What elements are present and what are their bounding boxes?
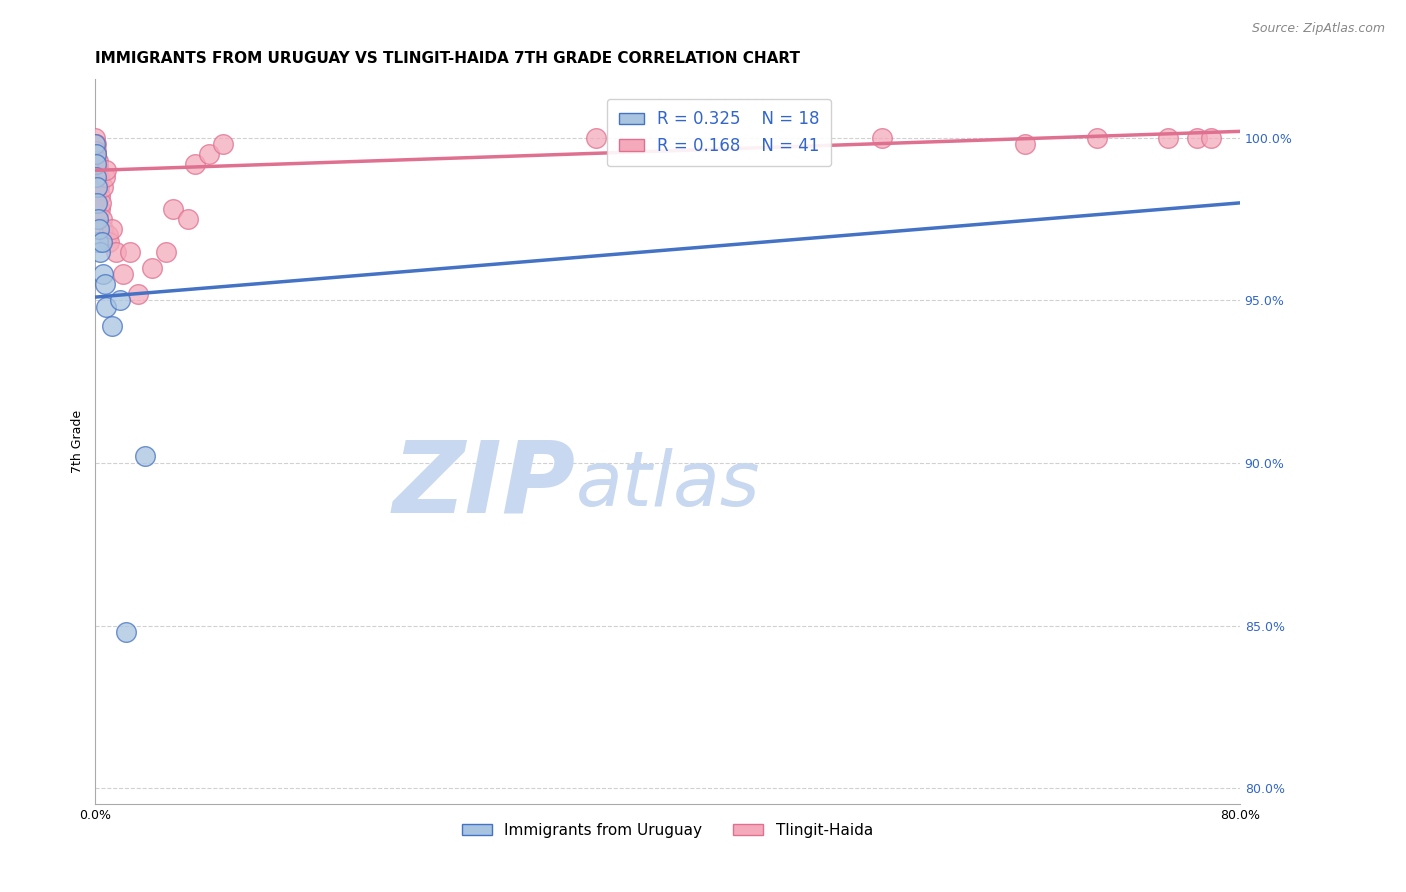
Point [87,153,110,168]
Point [1199,131,1222,145]
Point [90,212,112,227]
Point [86,169,108,184]
Point [198,147,221,161]
Point [90,195,112,210]
Text: ZIP: ZIP [392,437,575,533]
Point [86,169,108,184]
Point [87,169,110,184]
Point [89,202,111,217]
Point [162,202,184,217]
Legend: Immigrants from Uruguay, Tlingit-Haida: Immigrants from Uruguay, Tlingit-Haida [456,816,879,844]
Point [93,277,115,292]
Point [84,137,107,152]
Point [87,160,110,174]
Point [1185,131,1208,145]
Point [91,268,114,282]
Text: atlas: atlas [575,449,761,523]
Point [91,222,114,236]
Point [870,131,893,145]
Point [86,147,108,161]
Point [96,228,118,243]
Point [94,300,117,314]
Point [87,222,110,236]
Point [86,212,108,227]
Text: Source: ZipAtlas.com: Source: ZipAtlas.com [1251,22,1385,36]
Point [134,450,156,464]
Point [86,163,108,178]
Point [112,268,135,282]
Point [89,189,111,203]
Point [84,157,107,171]
Point [84,147,107,161]
Point [98,235,121,249]
Point [1014,137,1036,152]
Point [90,235,112,249]
Point [94,163,117,178]
Y-axis label: 7th Grade: 7th Grade [72,410,84,474]
Point [120,244,142,259]
Point [101,222,124,236]
Point [87,179,110,194]
Point [127,286,149,301]
Point [177,212,200,227]
Point [101,319,124,334]
Point [86,179,108,194]
Point [86,153,108,168]
Point [110,293,132,308]
Point [212,137,235,152]
Point [84,144,107,158]
Point [84,131,107,145]
Point [115,625,138,640]
Point [89,244,111,259]
Point [87,235,110,249]
Point [86,157,108,171]
Point [141,260,163,275]
Point [93,169,115,184]
Point [184,157,207,171]
Text: IMMIGRANTS FROM URUGUAY VS TLINGIT-HAIDA 7TH GRADE CORRELATION CHART: IMMIGRANTS FROM URUGUAY VS TLINGIT-HAIDA… [94,51,800,66]
Point [1085,131,1108,145]
Point [84,137,107,152]
Point [155,244,177,259]
Point [585,131,607,145]
Point [105,244,128,259]
Point [86,195,108,210]
Point [1157,131,1180,145]
Point [91,179,114,194]
